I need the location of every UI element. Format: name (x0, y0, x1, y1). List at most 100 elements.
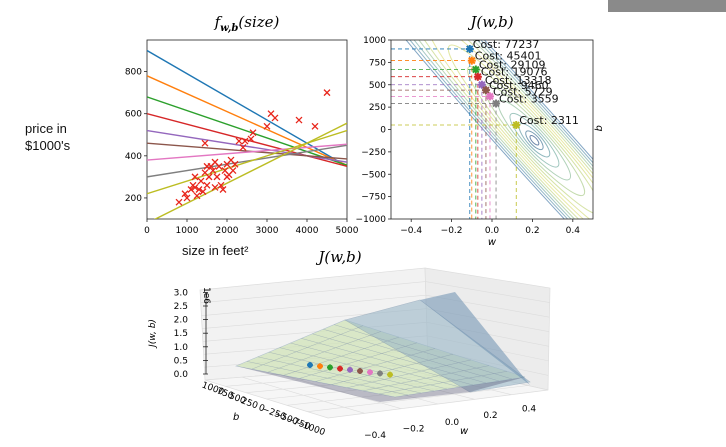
data-point (295, 116, 303, 124)
data-point (203, 181, 211, 189)
data-point (195, 186, 203, 193)
grid-line (201, 294, 426, 317)
descent-guides (391, 48, 517, 219)
surface-peak (344, 299, 531, 393)
data-point (215, 162, 223, 170)
mesh-line (301, 338, 474, 386)
z-scale: 1e6 (201, 287, 211, 304)
z-tick-label: 3.0 (174, 288, 189, 298)
cost-label: Cost: 77237 (473, 38, 540, 51)
x-axis-label: w (488, 237, 497, 248)
data-point (223, 160, 231, 168)
mesh-line (331, 354, 454, 385)
x-tick-label: 0 (144, 226, 150, 236)
model-line (147, 142, 347, 160)
y-axis-label-line2: $1000's (25, 138, 71, 153)
data-point (191, 183, 199, 191)
y-tick-label: 600 (125, 110, 142, 120)
model-line (147, 144, 347, 178)
data-point (247, 135, 255, 143)
data-point (219, 186, 227, 193)
contour-line (391, 40, 593, 219)
data-point (231, 160, 239, 168)
x-tick-label: 5000 (336, 226, 359, 236)
mesh-line (312, 333, 487, 384)
data-point (191, 173, 199, 181)
z-tick-label: 1.5 (174, 329, 188, 339)
data-point (197, 177, 205, 185)
model-lines (147, 49, 347, 219)
contour-line (529, 134, 540, 146)
data-point (323, 89, 331, 97)
contour-line (426, 40, 593, 219)
y-tick-label: 0 (380, 126, 386, 136)
mesh-line (347, 359, 472, 388)
contour-line (391, 40, 593, 219)
z-tick-label: 2.5 (174, 302, 188, 312)
descent-marker (477, 80, 486, 89)
z-tick-label: 0.5 (174, 356, 188, 366)
data-point (235, 137, 243, 145)
contour-line (391, 40, 593, 219)
data-point (209, 167, 217, 175)
data-point (263, 122, 271, 130)
x-tick-label: 1000 (176, 226, 199, 236)
x-tick-label: −0.2 (441, 226, 463, 236)
y-tick-label: 250 (369, 103, 386, 113)
y-tick-label: 400 (125, 152, 142, 162)
contour-line (467, 65, 593, 215)
w-axis-label: w (460, 426, 469, 437)
w-tick-label: −0.4 (364, 431, 386, 441)
z-tick-label: 0.0 (174, 370, 189, 380)
data-point (217, 181, 225, 189)
descent-marker (471, 65, 480, 74)
mesh-line (334, 324, 513, 380)
x-tick-label: 0.4 (566, 226, 581, 236)
descent-marker (465, 44, 474, 53)
b-tick-label: 0 (257, 403, 266, 414)
b-axis-label: b (233, 412, 239, 423)
chart-title: J(w,b) (467, 13, 513, 31)
cost-label: Cost: 5729 (493, 85, 553, 98)
x-tick-label: −0.4 (400, 226, 422, 236)
model-line (147, 143, 347, 161)
w-tick-label: 0.2 (483, 411, 497, 421)
contour-line (509, 112, 560, 168)
data-point (201, 139, 209, 147)
contour-line (525, 130, 544, 151)
w-tick-label: 0.0 (445, 418, 460, 428)
grid-line (200, 281, 426, 304)
data-point (193, 192, 201, 200)
descent-marker (481, 86, 490, 95)
surface-mesh (246, 324, 513, 396)
y-tick-label: −1000 (356, 215, 387, 225)
y-tick-label: 750 (369, 58, 386, 68)
w-tick-label: 0.4 (522, 405, 537, 415)
descent-markers-3d (307, 362, 393, 378)
model-line (147, 129, 347, 195)
y-axis-label-line1: price in (25, 121, 67, 136)
data-point (211, 183, 219, 191)
b-tick-label: 250 (239, 396, 259, 411)
descent-marker (467, 56, 476, 65)
y-tick-label: 200 (125, 194, 142, 204)
descent-marker (307, 362, 313, 368)
x-tick-label: 3000 (256, 226, 279, 236)
descent-marker (327, 364, 333, 371)
mesh-line (379, 371, 508, 395)
chart-title: J(w,b) (315, 248, 361, 266)
data-point (181, 190, 189, 198)
scatter-chart: fw,b(size) 0 1000 2000 3000 4000 5000 200 400 600… (125, 13, 359, 236)
data-point (203, 162, 211, 170)
cost-label: Cost: 13318 (485, 74, 552, 87)
descent-marker (473, 72, 482, 81)
chart-title: fw,b(size) (214, 13, 280, 34)
descent-marker (492, 99, 501, 108)
data-point (183, 194, 191, 202)
data-point (175, 198, 183, 206)
plot-frame (146, 39, 348, 220)
